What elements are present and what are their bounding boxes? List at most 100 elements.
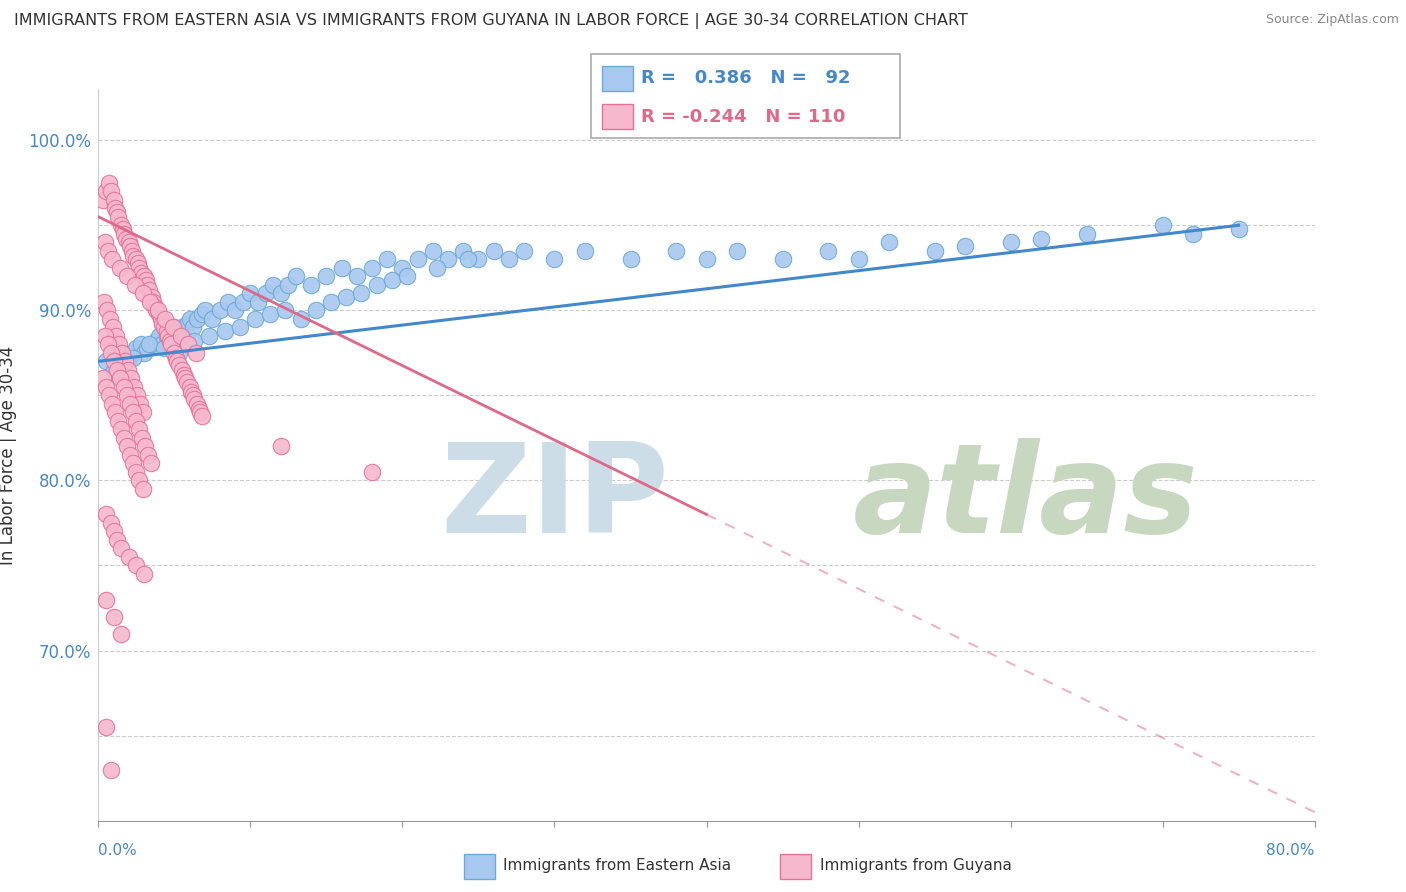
Point [91, 193, 114, 207]
Point [285, 269, 308, 284]
Point [100, 516, 122, 530]
Point [122, 351, 145, 365]
Point [422, 244, 444, 258]
Point [145, 334, 167, 348]
Point [150, 317, 173, 331]
Point [453, 244, 475, 258]
Point [149, 311, 172, 326]
Point [148, 329, 170, 343]
Point [105, 204, 128, 219]
Point [176, 317, 198, 331]
Point [110, 346, 132, 360]
Point [131, 482, 153, 496]
Point [112, 380, 135, 394]
Point [93, 294, 115, 309]
Point [98, 388, 121, 402]
Point [118, 351, 141, 365]
Point [156, 329, 179, 343]
Point [229, 320, 252, 334]
Point [96, 303, 118, 318]
Point [110, 371, 132, 385]
Point [112, 227, 135, 241]
Point [315, 269, 337, 284]
Point [163, 320, 186, 334]
Point [135, 273, 157, 287]
Point [108, 260, 131, 275]
Point [191, 307, 214, 321]
Point [115, 388, 138, 402]
Point [262, 277, 284, 292]
Point [169, 329, 191, 343]
Point [198, 329, 221, 343]
Point [194, 303, 217, 318]
Point [277, 277, 299, 292]
Text: Immigrants from Eastern Asia: Immigrants from Eastern Asia [503, 858, 731, 872]
Point [395, 269, 418, 284]
Point [107, 210, 129, 224]
Point [94, 720, 117, 734]
Point [183, 334, 205, 348]
Point [186, 397, 208, 411]
Point [129, 337, 152, 351]
Point [270, 286, 292, 301]
Point [120, 371, 142, 385]
Point [94, 508, 117, 522]
Point [259, 307, 281, 321]
Point [1152, 219, 1174, 233]
Point [361, 260, 384, 275]
Point [122, 380, 145, 394]
Point [243, 311, 266, 326]
Point [94, 592, 117, 607]
Point [118, 549, 141, 564]
Text: atlas: atlas [852, 438, 1198, 559]
Point [132, 566, 155, 581]
Point [953, 238, 976, 252]
Point [543, 252, 565, 267]
Point [239, 286, 262, 301]
Point [166, 354, 188, 368]
Point [148, 307, 170, 321]
Point [103, 609, 125, 624]
Text: Source: ZipAtlas.com: Source: ZipAtlas.com [1265, 13, 1399, 27]
Point [209, 303, 232, 318]
Point [290, 311, 312, 326]
Point [101, 397, 124, 411]
Point [170, 363, 193, 377]
Point [141, 290, 163, 304]
Point [160, 337, 183, 351]
Point [114, 354, 136, 368]
Point [101, 320, 124, 334]
Point [247, 294, 270, 309]
Point [346, 269, 368, 284]
Point [100, 184, 122, 198]
Point [817, 244, 839, 258]
Point [139, 294, 162, 309]
Point [134, 439, 156, 453]
Point [848, 252, 870, 267]
Point [619, 252, 641, 267]
Point [94, 329, 117, 343]
Point [111, 346, 134, 360]
Text: 80.0%: 80.0% [1267, 843, 1315, 858]
Point [145, 303, 167, 318]
Point [103, 363, 125, 377]
Point [107, 363, 129, 377]
Point [97, 337, 120, 351]
Point [160, 324, 183, 338]
Point [319, 294, 342, 309]
Point [772, 252, 794, 267]
Point [122, 249, 145, 263]
Point [173, 368, 195, 382]
Point [118, 397, 141, 411]
Point [217, 294, 239, 309]
Point [139, 457, 162, 471]
Point [96, 244, 118, 258]
Point [104, 405, 127, 419]
Point [125, 465, 148, 479]
Point [152, 341, 174, 355]
Point [136, 341, 159, 355]
Point [110, 219, 132, 233]
Point [114, 354, 136, 368]
Point [120, 448, 142, 462]
Point [114, 232, 136, 246]
